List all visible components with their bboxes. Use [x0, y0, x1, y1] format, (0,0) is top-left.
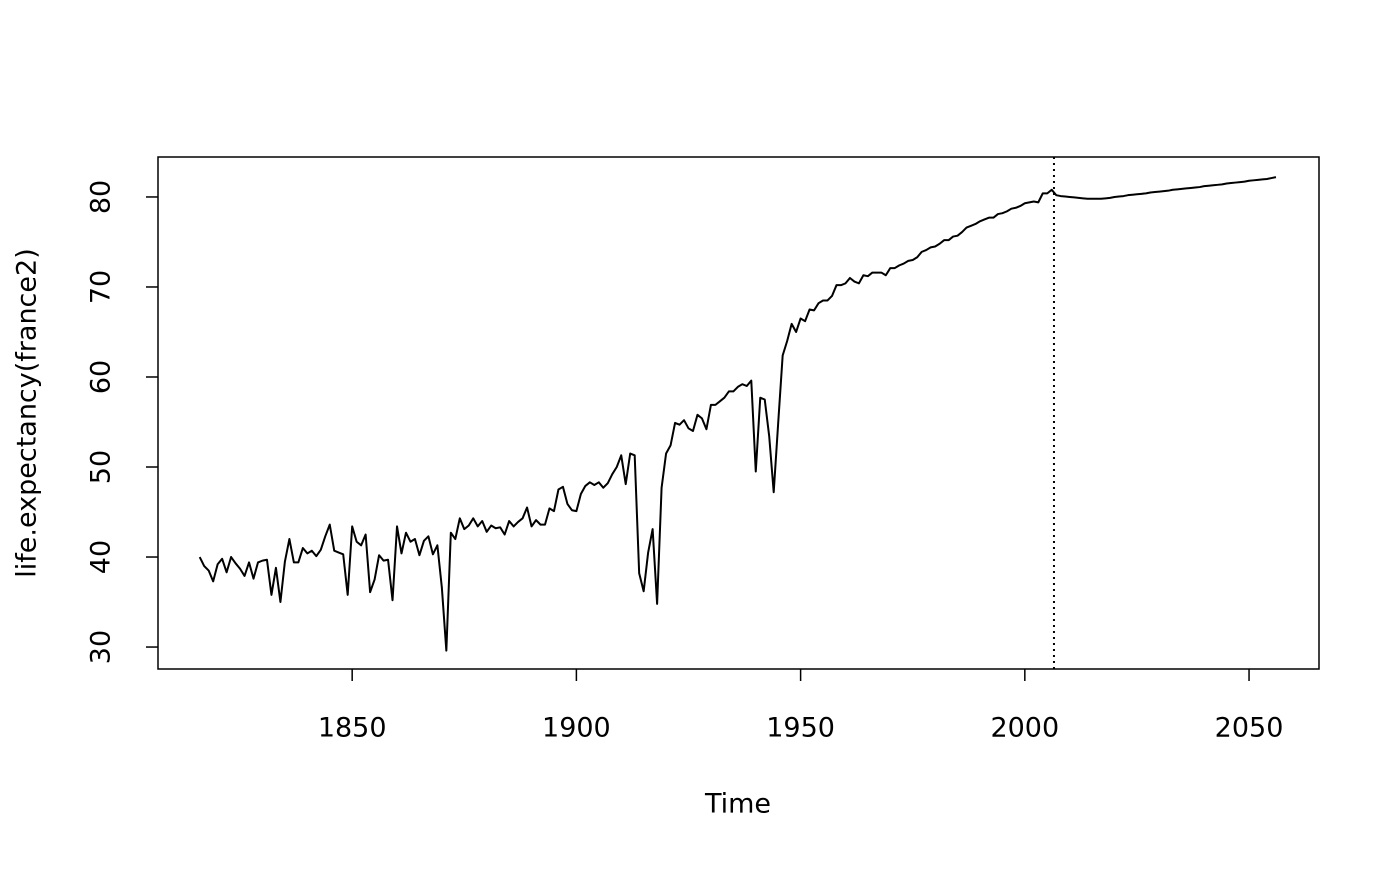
- series-line: [198, 176, 1277, 652]
- y-axis-label: life.expectancy(france2): [12, 248, 43, 577]
- y-tick-label: 70: [86, 270, 117, 304]
- x-tick-label: 1850: [318, 713, 387, 744]
- y-tick-label: 30: [86, 630, 117, 664]
- y-tick-label: 40: [86, 540, 117, 574]
- x-tick-label: 2050: [1215, 713, 1284, 744]
- x-tick-label: 2000: [990, 713, 1059, 744]
- x-tick-label: 1950: [766, 713, 835, 744]
- y-tick-label: 60: [86, 360, 117, 394]
- x-axis-label: Time: [704, 789, 771, 820]
- y-tick-label: 80: [86, 180, 117, 214]
- y-tick-label: 50: [86, 450, 117, 484]
- plot-frame: [157, 156, 1320, 670]
- x-tick-label: 1900: [542, 713, 611, 744]
